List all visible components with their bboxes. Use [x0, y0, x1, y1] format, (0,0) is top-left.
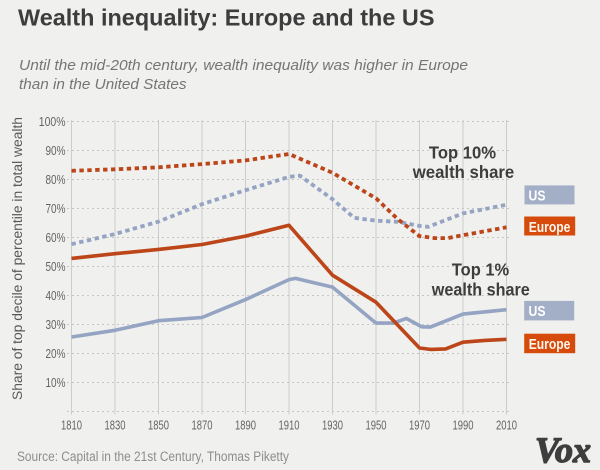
svg-text:80%: 80% — [46, 172, 66, 187]
svg-text:1810: 1810 — [61, 417, 82, 432]
svg-text:90%: 90% — [46, 143, 66, 158]
svg-text:1870: 1870 — [192, 417, 213, 432]
svg-text:1830: 1830 — [105, 417, 126, 432]
svg-text:US: US — [529, 304, 546, 320]
svg-text:20%: 20% — [46, 346, 66, 361]
svg-text:US: US — [529, 189, 546, 205]
svg-text:1930: 1930 — [322, 417, 343, 432]
svg-text:30%: 30% — [46, 317, 66, 332]
svg-text:Vox: Vox — [535, 430, 591, 470]
svg-text:1970: 1970 — [409, 417, 430, 432]
svg-text:wealth share: wealth share — [412, 162, 515, 182]
svg-text:Share of top decile of percent: Share of top decile of percentile in tot… — [10, 117, 25, 400]
svg-text:Top 10%: Top 10% — [429, 142, 497, 162]
svg-text:70%: 70% — [46, 201, 66, 216]
svg-text:1990: 1990 — [453, 417, 474, 432]
svg-text:than in the United States: than in the United States — [19, 76, 187, 93]
svg-text:Until the mid-20th century, we: Until the mid-20th century, wealth inequ… — [19, 57, 468, 74]
svg-text:10%: 10% — [46, 375, 66, 390]
svg-text:Source: Capital in the 21st Ce: Source: Capital in the 21st Century, Tho… — [17, 449, 289, 464]
svg-text:50%: 50% — [46, 259, 66, 274]
svg-text:Europe: Europe — [529, 337, 571, 353]
svg-text:1890: 1890 — [235, 417, 256, 432]
svg-text:1850: 1850 — [148, 417, 169, 432]
svg-text:40%: 40% — [46, 288, 66, 303]
svg-text:wealth share: wealth share — [431, 279, 530, 299]
svg-text:60%: 60% — [46, 230, 66, 245]
svg-text:Top 1%: Top 1% — [452, 260, 510, 280]
svg-text:Europe: Europe — [529, 220, 571, 236]
svg-text:Wealth inequality: Europe and: Wealth inequality: Europe and the US — [18, 5, 435, 31]
svg-text:2010: 2010 — [496, 417, 517, 432]
svg-text:100%: 100% — [39, 114, 66, 129]
svg-text:1950: 1950 — [366, 417, 387, 432]
svg-text:1910: 1910 — [279, 417, 300, 432]
